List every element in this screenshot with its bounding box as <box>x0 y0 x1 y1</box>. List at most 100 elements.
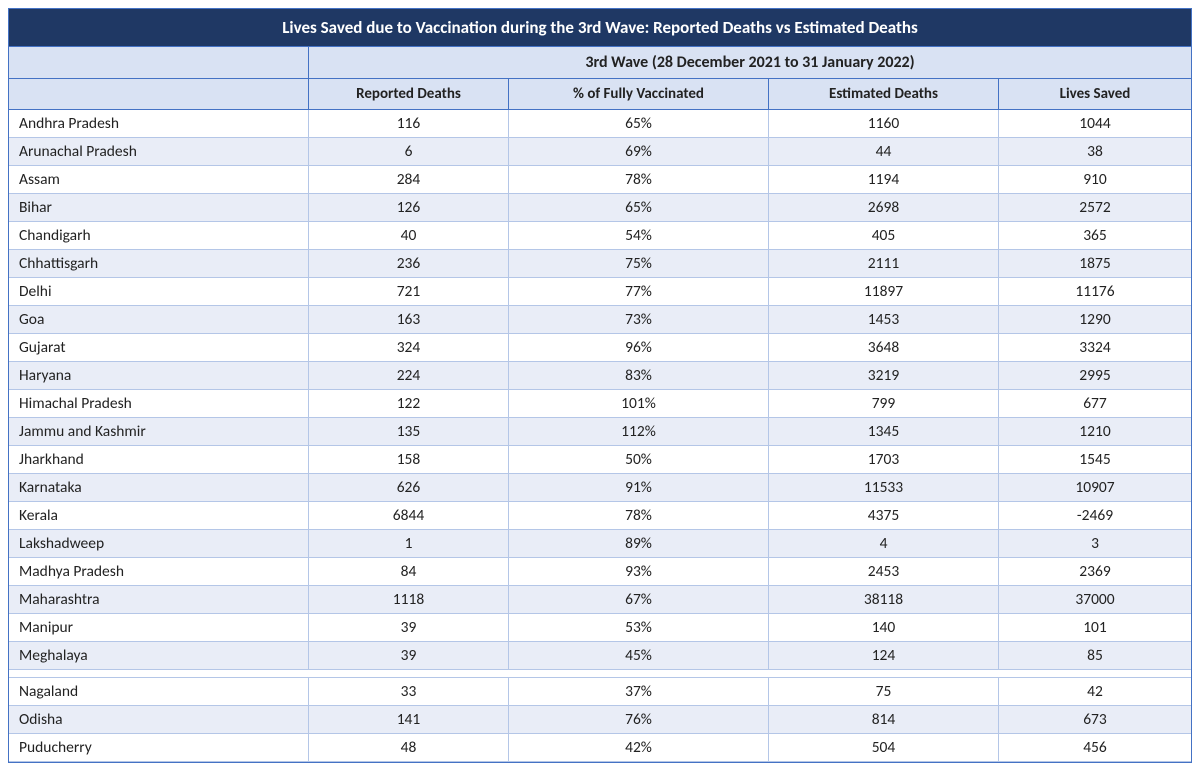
est-cell: 124 <box>769 642 999 669</box>
est-cell: 1453 <box>769 306 999 333</box>
saved-cell: -2469 <box>999 502 1191 529</box>
saved-cell: 101 <box>999 614 1191 641</box>
pct-cell: 101% <box>509 390 769 417</box>
reported-cell: 135 <box>309 418 509 445</box>
saved-cell: 2572 <box>999 194 1191 221</box>
reported-cell: 721 <box>309 278 509 305</box>
reported-cell: 626 <box>309 474 509 501</box>
state-cell: Manipur <box>9 614 309 641</box>
saved-cell: 3324 <box>999 334 1191 361</box>
col-pct-vaccinated: % of Fully Vaccinated <box>509 79 769 109</box>
saved-cell: 85 <box>999 642 1191 669</box>
reported-cell: 224 <box>309 362 509 389</box>
pct-cell: 112% <box>509 418 769 445</box>
saved-cell: 673 <box>999 706 1191 733</box>
state-cell: Goa <box>9 306 309 333</box>
pct-cell: 75% <box>509 250 769 277</box>
saved-cell: 37000 <box>999 586 1191 613</box>
reported-cell: 39 <box>309 614 509 641</box>
table-row: Maharashtra111867%3811837000 <box>9 586 1191 614</box>
state-cell: Haryana <box>9 362 309 389</box>
est-cell: 38118 <box>769 586 999 613</box>
est-cell: 1194 <box>769 166 999 193</box>
pct-cell: 65% <box>509 110 769 137</box>
rows-top: Andhra Pradesh11665%11601044Arunachal Pr… <box>9 110 1191 670</box>
reported-cell: 163 <box>309 306 509 333</box>
saved-cell: 1210 <box>999 418 1191 445</box>
saved-cell: 365 <box>999 222 1191 249</box>
est-cell: 3219 <box>769 362 999 389</box>
table-row: Chhattisgarh23675%21111875 <box>9 250 1191 278</box>
pct-cell: 53% <box>509 614 769 641</box>
state-cell: Delhi <box>9 278 309 305</box>
state-cell: Lakshadweep <box>9 530 309 557</box>
est-cell: 140 <box>769 614 999 641</box>
pct-cell: 50% <box>509 446 769 473</box>
est-cell: 75 <box>769 678 999 705</box>
reported-cell: 141 <box>309 706 509 733</box>
saved-cell: 10907 <box>999 474 1191 501</box>
vaccination-table: Lives Saved due to Vaccination during th… <box>8 8 1192 763</box>
table-row: Madhya Pradesh8493%24532369 <box>9 558 1191 586</box>
saved-cell: 1044 <box>999 110 1191 137</box>
col-lives-saved: Lives Saved <box>999 79 1191 109</box>
saved-cell: 1290 <box>999 306 1191 333</box>
state-cell: Jammu and Kashmir <box>9 418 309 445</box>
table-row: Jammu and Kashmir135112%13451210 <box>9 418 1191 446</box>
period-header-row: 3rd Wave (28 December 2021 to 31 January… <box>9 47 1191 79</box>
state-cell: Karnataka <box>9 474 309 501</box>
state-cell: Chhattisgarh <box>9 250 309 277</box>
table-row: Karnataka62691%1153310907 <box>9 474 1191 502</box>
table-row: Meghalaya3945%12485 <box>9 642 1191 670</box>
est-cell: 2111 <box>769 250 999 277</box>
reported-cell: 236 <box>309 250 509 277</box>
col-state <box>9 79 309 109</box>
pct-cell: 65% <box>509 194 769 221</box>
reported-cell: 158 <box>309 446 509 473</box>
state-cell: Nagaland <box>9 678 309 705</box>
state-cell: Himachal Pradesh <box>9 390 309 417</box>
pct-cell: 37% <box>509 678 769 705</box>
reported-cell: 284 <box>309 166 509 193</box>
state-cell: Madhya Pradesh <box>9 558 309 585</box>
state-cell: Chandigarh <box>9 222 309 249</box>
saved-cell: 2995 <box>999 362 1191 389</box>
reported-cell: 6 <box>309 138 509 165</box>
table-row: Chandigarh4054%405365 <box>9 222 1191 250</box>
state-cell: Gujarat <box>9 334 309 361</box>
saved-cell: 42 <box>999 678 1191 705</box>
reported-cell: 84 <box>309 558 509 585</box>
state-cell: Kerala <box>9 502 309 529</box>
reported-cell: 39 <box>309 642 509 669</box>
state-header-blank <box>9 47 309 78</box>
table-row: Puducherry4842%504456 <box>9 734 1191 762</box>
state-cell: Arunachal Pradesh <box>9 138 309 165</box>
state-cell: Jharkhand <box>9 446 309 473</box>
saved-cell: 1545 <box>999 446 1191 473</box>
saved-cell: 456 <box>999 734 1191 761</box>
table-row: Lakshadweep189%43 <box>9 530 1191 558</box>
est-cell: 1345 <box>769 418 999 445</box>
state-cell: Puducherry <box>9 734 309 761</box>
reported-cell: 324 <box>309 334 509 361</box>
est-cell: 1703 <box>769 446 999 473</box>
table-row: Goa16373%14531290 <box>9 306 1191 334</box>
gap-row <box>9 670 1191 678</box>
reported-cell: 116 <box>309 110 509 137</box>
state-cell: Bihar <box>9 194 309 221</box>
table-row: Assam28478%1194910 <box>9 166 1191 194</box>
est-cell: 11897 <box>769 278 999 305</box>
pct-cell: 93% <box>509 558 769 585</box>
table-row: Kerala684478%4375-2469 <box>9 502 1191 530</box>
saved-cell: 1875 <box>999 250 1191 277</box>
reported-cell: 1118 <box>309 586 509 613</box>
reported-cell: 33 <box>309 678 509 705</box>
period-header: 3rd Wave (28 December 2021 to 31 January… <box>309 47 1191 78</box>
table-row: Manipur3953%140101 <box>9 614 1191 642</box>
saved-cell: 2369 <box>999 558 1191 585</box>
pct-cell: 77% <box>509 278 769 305</box>
reported-cell: 122 <box>309 390 509 417</box>
pct-cell: 67% <box>509 586 769 613</box>
pct-cell: 42% <box>509 734 769 761</box>
pct-cell: 78% <box>509 166 769 193</box>
